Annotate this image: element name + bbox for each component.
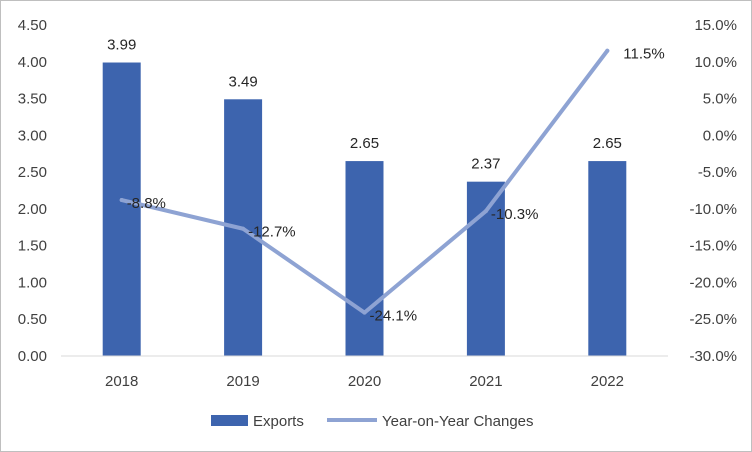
line-data-label: -10.3% [491, 206, 539, 223]
bar-data-label: 3.99 [107, 37, 136, 54]
line-data-label: -12.7% [248, 224, 296, 241]
line-data-labels: -8.8% -12.7% -24.1% -10.3% 11.5% [127, 46, 665, 325]
right-tick-label: -25.0% [689, 311, 737, 328]
right-tick-label: -20.0% [689, 274, 737, 291]
x-tick-label: 2021 [469, 373, 502, 390]
x-tick-label: 2018 [105, 373, 138, 390]
line-data-label: -8.8% [127, 195, 166, 212]
bar-data-label: 2.65 [593, 135, 622, 152]
left-tick-label: 2.50 [18, 164, 47, 181]
yoy-point-2022 [605, 48, 610, 53]
yoy-line-series [119, 48, 610, 315]
right-tick-label: -5.0% [698, 164, 737, 181]
bar-data-label: 2.37 [471, 156, 500, 173]
left-tick-label: 3.50 [18, 91, 47, 108]
left-axis-ticks: 0.00 0.50 1.00 1.50 2.00 2.50 3.00 3.50 4.00 4.50 [18, 17, 47, 365]
bar-data-label: 3.49 [228, 73, 257, 90]
x-tick-label: 2020 [348, 373, 381, 390]
right-tick-label: 15.0% [694, 17, 737, 34]
right-tick-label: -30.0% [689, 348, 737, 365]
x-axis-ticks: 2018 2019 2020 2021 2022 [105, 373, 624, 390]
right-axis-ticks: -30.0% -25.0% -20.0% -15.0% -10.0% -5.0% 0.0% 5… [689, 17, 737, 365]
bar-2022 [588, 161, 627, 356]
right-tick-label: 5.0% [703, 91, 737, 108]
left-tick-label: 1.00 [18, 274, 47, 291]
left-tick-label: 0.50 [18, 311, 47, 328]
bar-data-labels: 3.99 3.49 2.65 2.37 2.65 [107, 37, 622, 173]
x-tick-label: 2022 [591, 373, 624, 390]
left-tick-label: 4.00 [18, 54, 47, 71]
yoy-point-2019 [241, 226, 246, 231]
left-tick-label: 4.50 [18, 17, 47, 34]
legend-exports-label: Exports [253, 413, 304, 430]
line-data-label: -24.1% [370, 308, 418, 325]
left-tick-label: 2.00 [18, 201, 47, 218]
x-tick-label: 2019 [226, 373, 259, 390]
yoy-point-2021 [483, 209, 488, 214]
right-tick-label: 10.0% [694, 54, 737, 71]
left-tick-label: 0.00 [18, 348, 47, 365]
yoy-point-2020 [362, 310, 367, 315]
right-tick-label: -15.0% [689, 238, 737, 255]
line-data-label: 11.5% [623, 46, 664, 63]
left-tick-label: 3.00 [18, 127, 47, 144]
right-tick-label: 0.0% [703, 127, 737, 144]
yoy-point-2018 [119, 198, 124, 203]
bar-2020 [345, 161, 384, 356]
legend-yoy-label: Year-on-Year Changes [382, 413, 534, 430]
legend-exports-swatch [211, 415, 248, 426]
right-tick-label: -10.0% [689, 201, 737, 218]
bar-data-label: 2.65 [350, 135, 379, 152]
legend: Exports Year-on-Year Changes [211, 413, 534, 430]
bar-2018 [102, 62, 141, 356]
left-tick-label: 1.50 [18, 238, 47, 255]
